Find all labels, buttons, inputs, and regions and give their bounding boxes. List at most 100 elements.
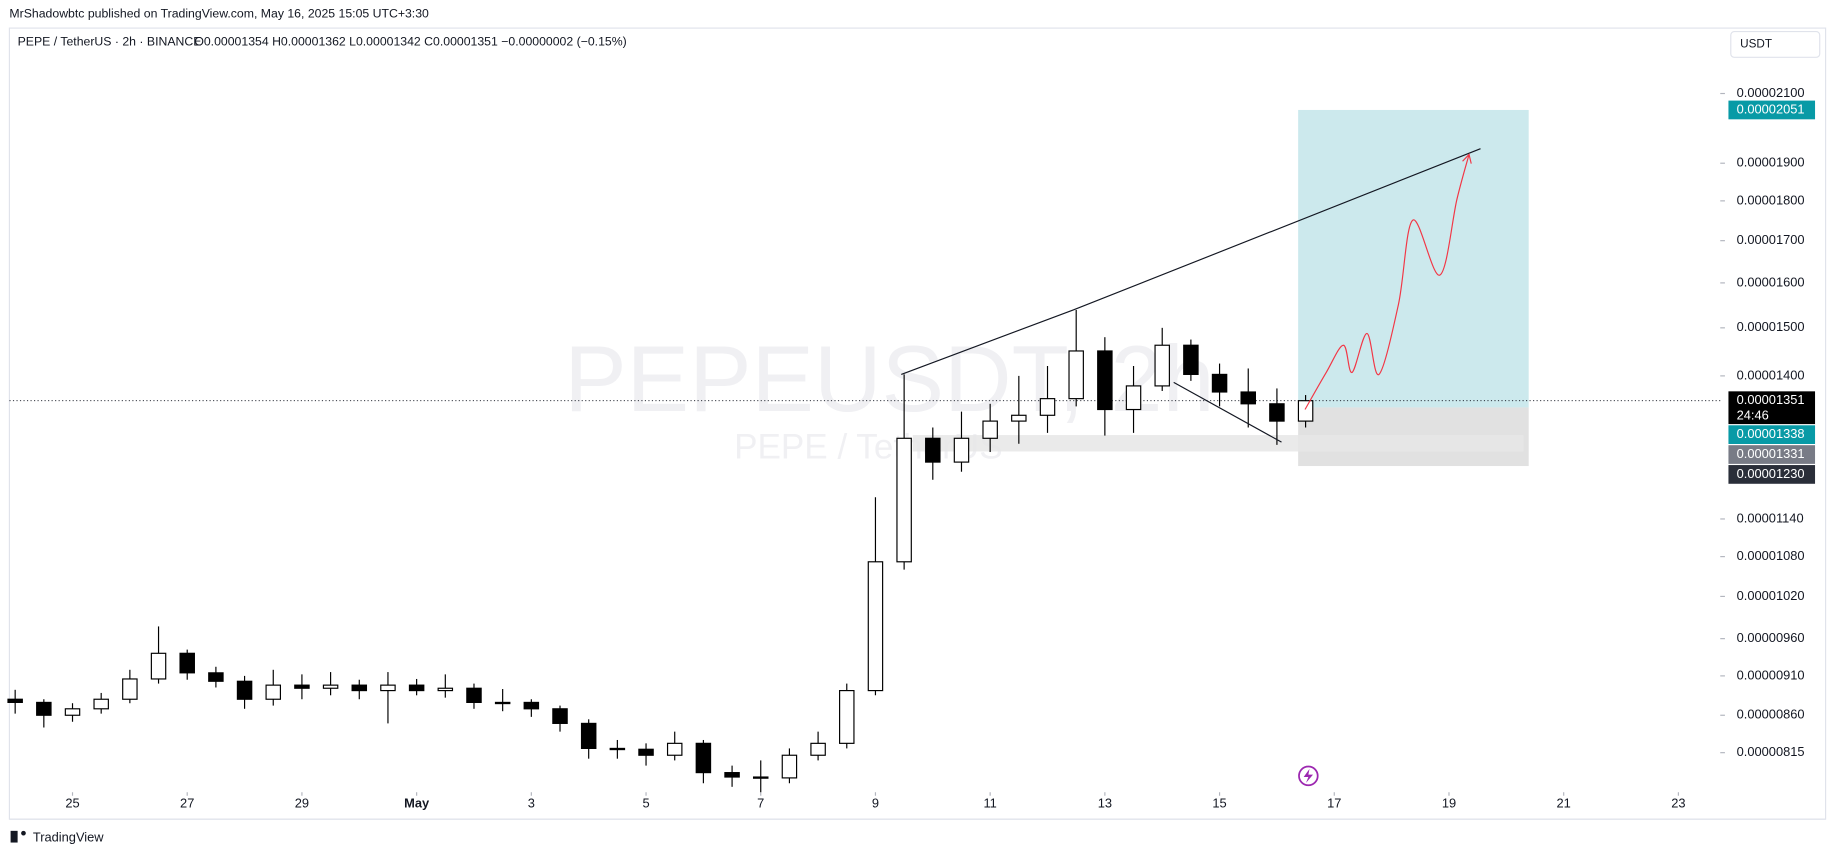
- x-tick-label: 19: [1442, 795, 1456, 810]
- candle-body: [609, 747, 626, 751]
- published-note: MrShadowbtc published on TradingView.com…: [9, 6, 429, 20]
- price-label-box: [1728, 391, 1816, 425]
- y-tick-label: 0.00001080: [1737, 548, 1805, 563]
- symbol-info: PEPE / TetherUS · 2h · BINANCE: [18, 34, 202, 48]
- price-label-box: [1728, 100, 1816, 120]
- x-tick-label: 5: [642, 795, 649, 810]
- candle-body: [552, 708, 568, 724]
- candle-body: [36, 701, 52, 716]
- candle-body: [925, 437, 941, 463]
- x-tick-label: 3: [528, 795, 535, 810]
- candle-body: [953, 437, 970, 463]
- x-tick-label: 11: [983, 795, 996, 810]
- currency-label[interactable]: USDT: [1740, 38, 1772, 51]
- candle-body: [7, 698, 23, 703]
- y-tick-label: 0.00001140: [1737, 510, 1804, 525]
- candle-body: [982, 420, 998, 439]
- price-label-box: [1728, 425, 1816, 444]
- candle-body: [322, 684, 339, 689]
- y-tick-label: 0.00002100: [1737, 85, 1805, 100]
- event-icon[interactable]: [1298, 765, 1319, 787]
- candle-body: [810, 742, 826, 756]
- x-tick-label: 21: [1557, 795, 1571, 810]
- y-tick-label: 0.00000960: [1737, 630, 1805, 645]
- price-label: 0.00002051: [1737, 101, 1805, 116]
- x-tick-label: 29: [295, 795, 309, 810]
- candle-body: [294, 684, 310, 689]
- candle-body: [380, 684, 396, 692]
- candle-body: [437, 687, 454, 692]
- support-zone: [912, 435, 1524, 452]
- candle-body: [896, 437, 912, 563]
- projection-path: [1304, 154, 1470, 410]
- candle-body: [494, 701, 511, 705]
- event-bolt: [1303, 768, 1314, 783]
- candle-body: [867, 561, 884, 692]
- price-label-box: [1728, 445, 1816, 464]
- y-tick-label: 0.00000815: [1737, 744, 1805, 759]
- candle-body: [1183, 344, 1199, 375]
- y-tick-label: 0.00001500: [1737, 319, 1805, 334]
- currency-button[interactable]: [1730, 31, 1821, 58]
- price-label: 0.00001331: [1737, 446, 1805, 461]
- x-tick-label: 17: [1327, 795, 1341, 810]
- y-tick-label: 0.00000860: [1737, 707, 1805, 722]
- candle-body: [781, 754, 798, 779]
- candle-body: [1039, 398, 1056, 416]
- brand-name: TradingView: [33, 829, 104, 844]
- candle-body: [1211, 373, 1228, 393]
- y-tick-label: 0.00001400: [1737, 367, 1805, 382]
- candle-body: [752, 776, 769, 779]
- candle-body: [1297, 400, 1314, 422]
- candle-body: [523, 701, 540, 710]
- x-tick-label: May: [404, 795, 430, 810]
- candle-body: [1125, 385, 1142, 411]
- trendline: [901, 148, 1481, 375]
- y-tick-label: 0.00001900: [1737, 155, 1805, 170]
- candle-body: [1097, 350, 1113, 411]
- candle-body: [1011, 414, 1027, 422]
- candle-body: [93, 698, 109, 710]
- watermark: PEPEUSDT, 2h: [564, 326, 1214, 431]
- x-tick-label: 13: [1098, 795, 1112, 810]
- candle-body: [1154, 344, 1170, 387]
- ohlc-info: O0.00001354 H0.00001362 L0.00001342 C0.0…: [194, 34, 626, 48]
- candle-body: [265, 684, 282, 700]
- price-label: 0.00001338: [1737, 426, 1805, 441]
- candle-body: [150, 652, 167, 680]
- candle-body: [1068, 350, 1084, 400]
- profit-zone: [1298, 109, 1529, 408]
- x-tick-label: 25: [65, 795, 79, 810]
- candle-body: [466, 687, 482, 703]
- price-label: 0.00001230: [1737, 466, 1805, 481]
- brand-logo: [10, 830, 18, 843]
- y-tick-label: 0.00001800: [1737, 192, 1805, 207]
- x-tick-label: 23: [1671, 795, 1685, 810]
- candle-body: [695, 742, 712, 774]
- candle-body: [208, 672, 224, 682]
- candle-body: [580, 722, 597, 750]
- candle-body: [666, 742, 683, 756]
- projection-arrowhead: [1462, 153, 1472, 164]
- y-tick-label: 0.00001020: [1737, 588, 1805, 603]
- candle-body: [638, 748, 654, 756]
- countdown: 24:46: [1737, 407, 1769, 422]
- y-tick-label: 0.00001600: [1737, 274, 1805, 289]
- candle-body: [724, 772, 740, 778]
- brand-logo-dot: [21, 830, 26, 836]
- candle-body: [351, 684, 368, 692]
- y-tick-label: 0.00001700: [1737, 232, 1805, 247]
- candle-body: [122, 678, 138, 700]
- x-tick-label: 27: [180, 795, 194, 810]
- x-tick-label: 15: [1212, 795, 1226, 810]
- candle-body: [1269, 403, 1285, 422]
- candle-body: [839, 690, 855, 744]
- candle-body: [1240, 391, 1256, 405]
- candle-body: [236, 680, 253, 700]
- y-tick-label: 0.00000910: [1737, 667, 1805, 682]
- candle-body: [408, 684, 425, 692]
- plot-area: 0.00002100 0.00001900 0.00001800 0.00001700…: [7, 85, 1816, 810]
- x-tick-label: 7: [757, 795, 764, 810]
